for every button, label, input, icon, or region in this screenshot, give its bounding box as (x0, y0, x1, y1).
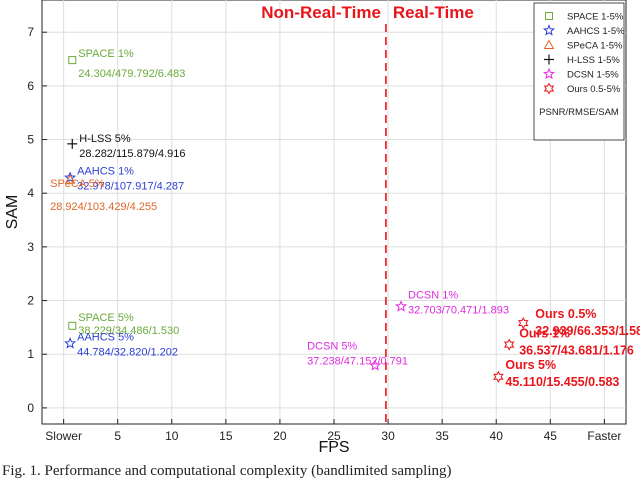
marker-dcsn-7 (395, 300, 408, 312)
y-tick-label-1: 1 (27, 347, 34, 361)
point-label-8: Ours 0.5% (535, 307, 596, 321)
legend-entry-0: SPACE 1-5% (567, 12, 624, 23)
point-dcsn-7: DCSN 1% 32.703/70.471/1.893 (395, 289, 509, 316)
legend-marker-4 (542, 67, 556, 80)
y-tick-label-3: 3 (27, 240, 34, 254)
point-label-9: Ours 1% (519, 327, 570, 341)
point-values-1: 28.282/115.879/4.916 (79, 148, 185, 160)
marker-ours-9 (503, 338, 515, 351)
point-values-9: 36.537/43.681/1.176 (519, 344, 634, 358)
legend-marker-5 (543, 82, 555, 95)
x-tick-label-1: 5 (114, 429, 121, 443)
y-tick-label-5: 5 (27, 133, 34, 147)
point-space-0: SPACE 1% 24.304/479.792/6.483 (68, 48, 185, 80)
figure-caption: Fig. 1. Performance and computational co… (2, 463, 452, 479)
point-label-1: H-LSS 5% (79, 133, 131, 145)
x-tick-label-4: 20 (273, 429, 287, 443)
point-label-4: SPACE 5% (78, 312, 134, 324)
x-tick-label-8: 40 (490, 429, 504, 443)
y-axis-label: SAM (4, 195, 21, 230)
marker-space-0 (68, 56, 77, 65)
marker-h-lss-1 (67, 138, 78, 149)
x-axis-ticks: Slower 5 10 15 20 25 30 35 40 45 Faster (45, 419, 621, 443)
legend-note: PSNR/RMSE/SAM (539, 107, 619, 118)
x-tick-label-0: Slower (45, 429, 82, 443)
legend-marker-3 (544, 54, 554, 65)
legend-marker-2 (543, 39, 555, 49)
real-time-label: Real-Time (393, 3, 474, 22)
point-label-6: DCSN 5% (307, 340, 357, 352)
point-values-7: 32.703/70.471/1.893 (408, 304, 509, 316)
point-values-5: 44.784/32.820/1.202 (77, 346, 178, 358)
point-values-0: 24.304/479.792/6.483 (78, 68, 185, 80)
point-space-4: SPACE 5%38.229/34.486/1.530 (68, 312, 179, 337)
point-label-7: DCSN 1% (408, 289, 458, 301)
legend-entry-5: Ours 0.5-5% (567, 84, 621, 95)
marker-space-4 (68, 321, 77, 330)
x-tick-label-6: 30 (381, 429, 395, 443)
point-values-2: 32.978/107.917/4.287 (77, 181, 184, 193)
legend: SPACE 1-5% AAHCS 1-5% SPeCA 1-5% H-LSS 1-5%… (533, 2, 625, 141)
marker-ours-8 (518, 317, 529, 330)
data-points: SPACE 1% 24.304/479.792/6.483 H-LSS 5% 28.2… (50, 48, 640, 389)
legend-entry-4: DCSN 1-5% (567, 70, 619, 81)
point-aahcs-2: AAHCS 1% 32.978/107.917/4.287 (64, 166, 184, 193)
marker-aahcs-5 (64, 337, 77, 349)
legend-marker-0 (545, 12, 553, 20)
x-tick-label-2: 10 (165, 429, 179, 443)
y-axis-ticks: 0 1 2 3 4 5 6 7 (27, 25, 47, 415)
legend-entry-1: AAHCS 1-5% (567, 26, 625, 37)
point-label-10: Ours 5% (505, 358, 556, 372)
y-tick-label-2: 2 (27, 294, 34, 308)
point-ours-8: Ours 0.5% 32.939/66.353/1.58 (518, 307, 640, 338)
point-values-6: 37.238/47.152/0.791 (307, 355, 408, 367)
point-values-4: 38.229/34.486/1.530 (78, 325, 179, 337)
non-real-time-label: Non-Real-Time (261, 3, 381, 22)
y-tick-label-6: 6 (27, 79, 34, 93)
point-label-0: SPACE 1% (78, 48, 134, 60)
x-tick-label-3: 15 (219, 429, 233, 443)
marker-dcsn-6 (369, 359, 382, 371)
point-values-10: 45.110/15.455/0.583 (505, 375, 619, 389)
point-label-5: AAHCS 5% (77, 331, 134, 343)
x-tick-label-10: Faster (587, 429, 621, 443)
x-tick-label-5: 25 (327, 429, 341, 443)
point-aahcs-5: AAHCS 5% 44.784/32.820/1.202 (64, 331, 178, 358)
x-tick-label-7: 35 (435, 429, 449, 443)
point-values-8: 32.939/66.353/1.58 (535, 324, 640, 338)
legend-marker-1 (542, 24, 556, 36)
point-speca-3: SPeCA 5% 28.924/103.429/4.255 (50, 174, 157, 213)
point-dcsn-6: DCSN 5% 37.238/47.152/0.791 (307, 340, 408, 371)
point-ours-9: Ours 1% 36.537/43.681/1.176 (503, 327, 634, 358)
point-values-3: 28.924/103.429/4.255 (50, 201, 157, 213)
point-label-2: AAHCS 1% (77, 166, 134, 178)
point-ours-10: Ours 5% 45.110/15.455/0.583 (493, 358, 619, 389)
x-tick-label-9: 45 (544, 429, 558, 443)
x-axis-label: FPS (318, 439, 349, 456)
point-label-3: SPeCA 5% (50, 178, 105, 190)
y-tick-label-0: 0 (27, 401, 34, 415)
grid-lines (42, 0, 626, 424)
legend-entry-3: H-LSS 1-5% (567, 55, 620, 66)
y-tick-label-4: 4 (27, 186, 34, 200)
legend-entry-2: SPeCA 1-5% (567, 41, 623, 52)
y-tick-label-7: 7 (27, 25, 34, 39)
marker-ours-10 (493, 370, 504, 383)
point-h-lss-1: H-LSS 5% 28.282/115.879/4.916 (67, 133, 186, 160)
marker-aahcs-2 (64, 171, 77, 183)
marker-speca-3 (64, 174, 76, 184)
